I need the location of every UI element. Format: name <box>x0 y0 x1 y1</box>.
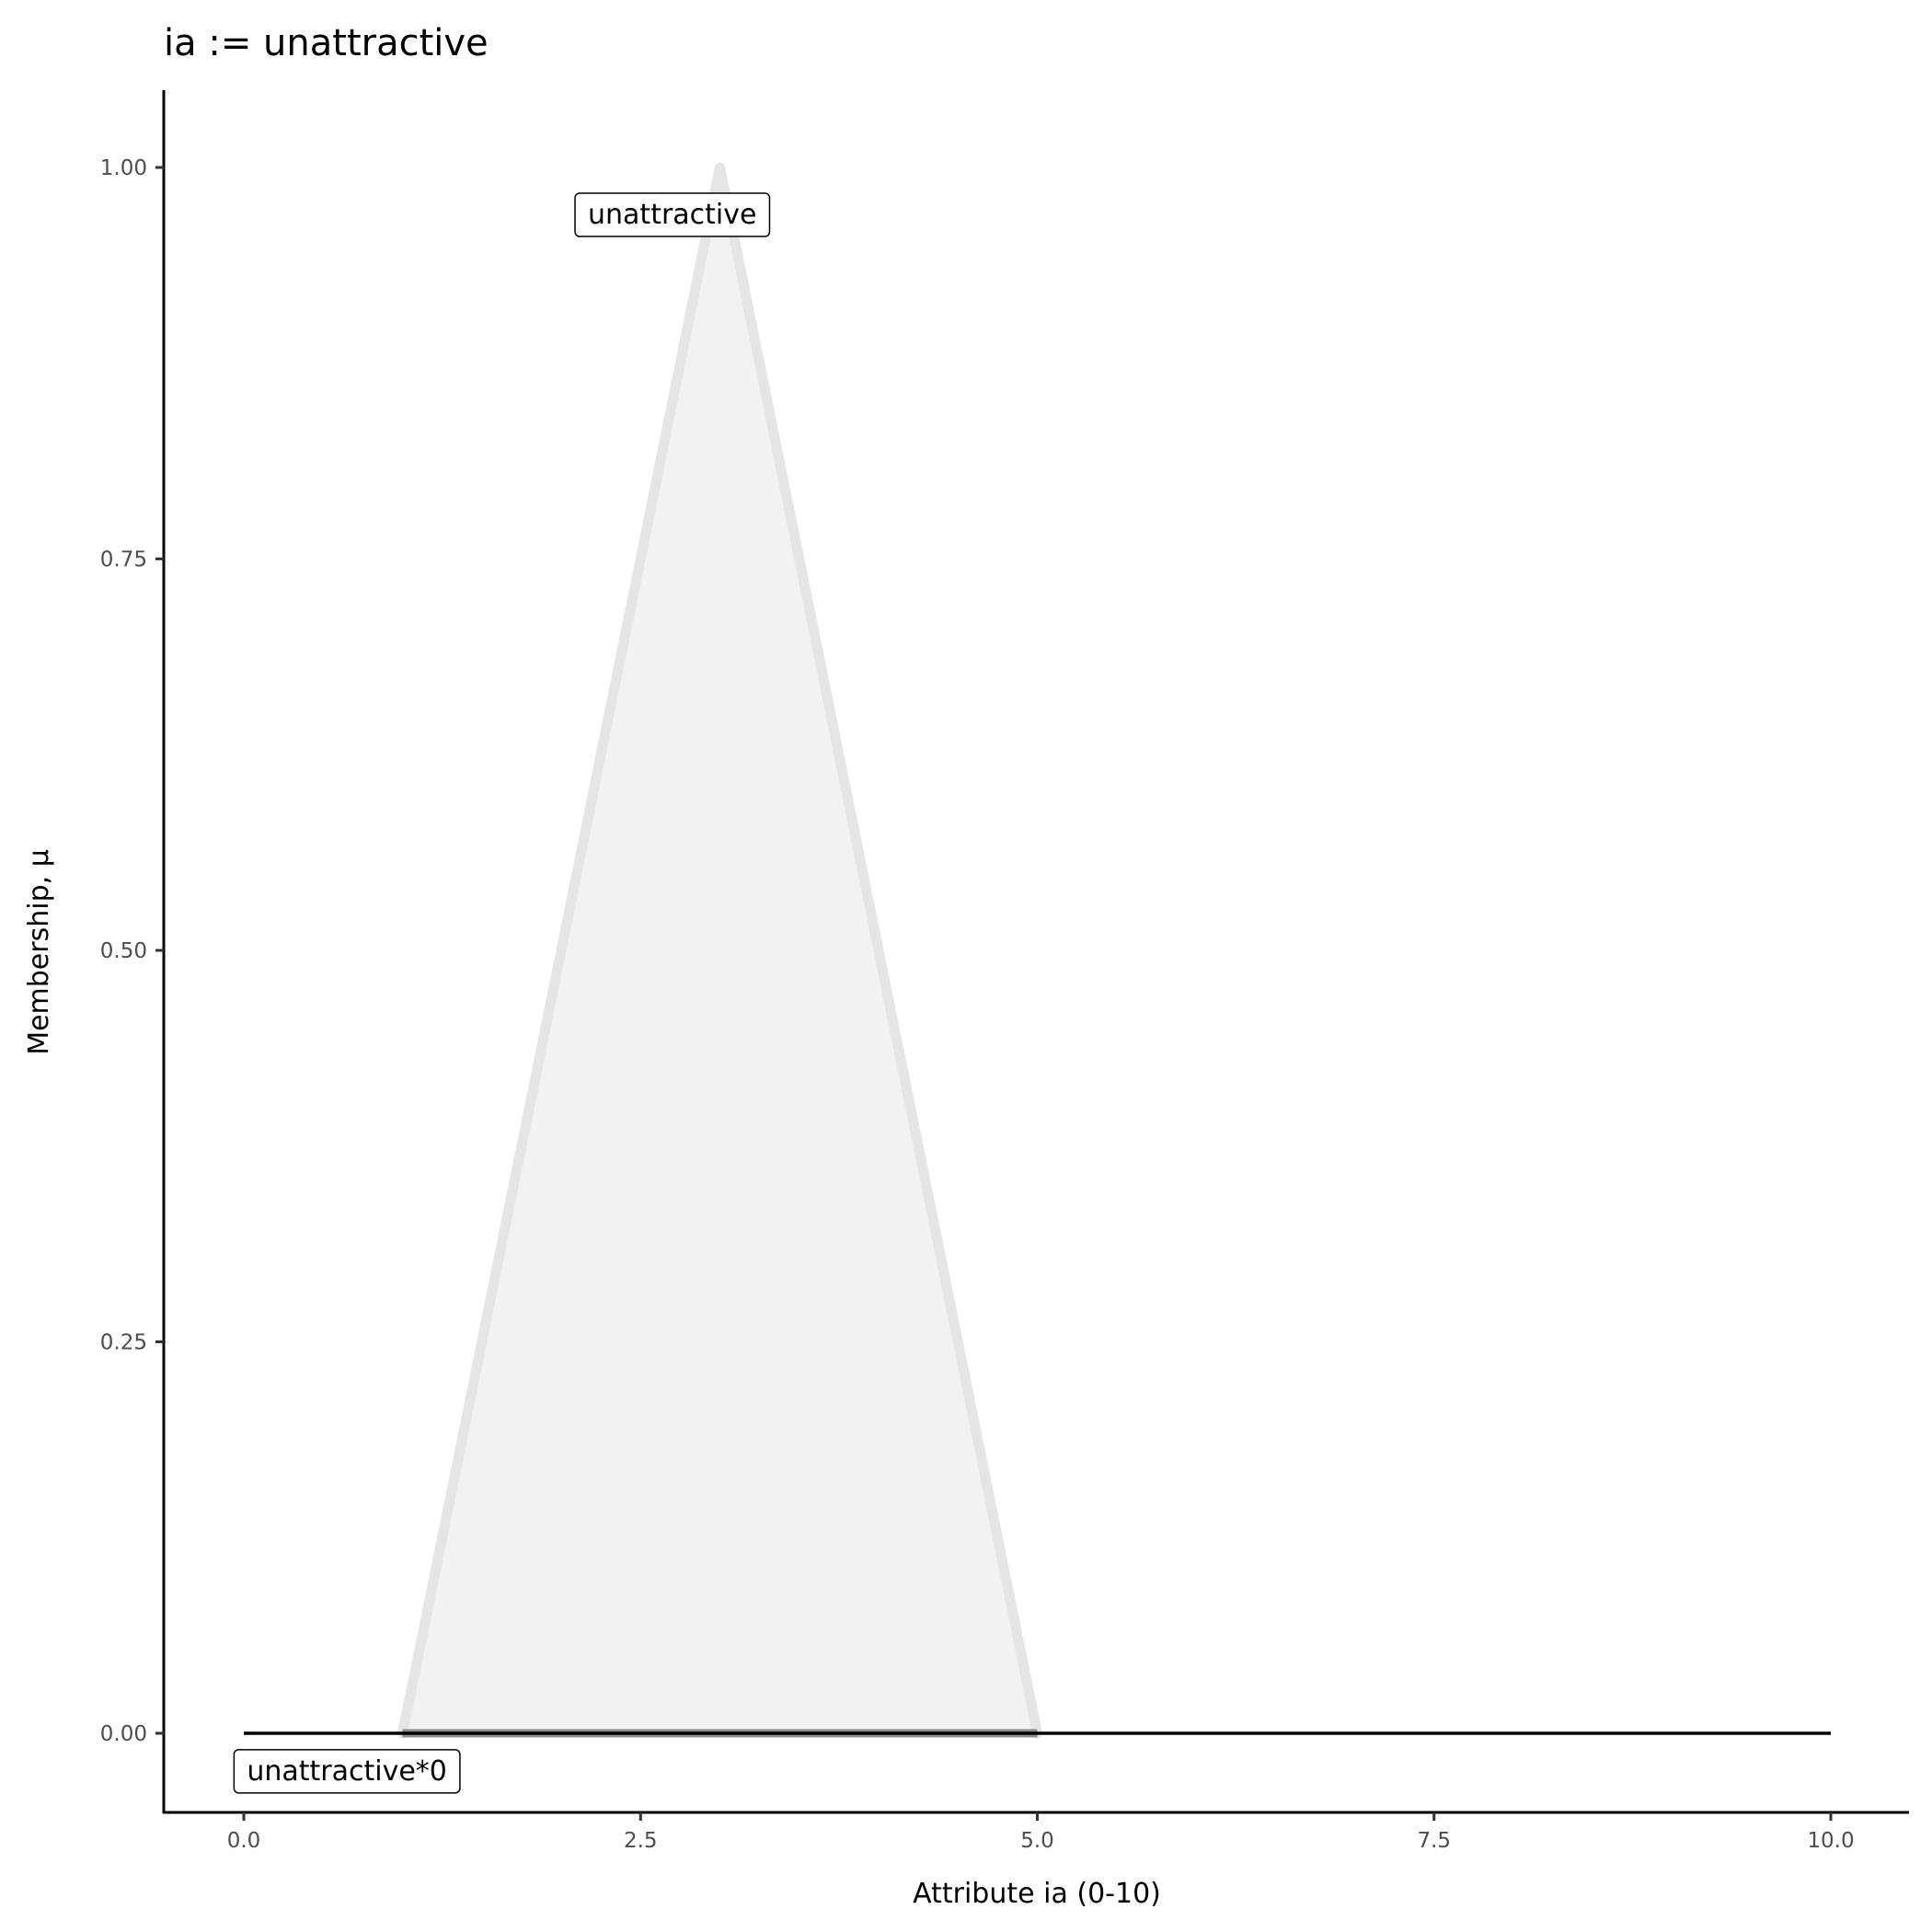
annotation-text: unattractive*0 <box>247 1755 447 1788</box>
annotation-box <box>574 192 771 237</box>
chart-title: ia := unattractive <box>164 22 489 64</box>
annotation-box <box>233 1749 461 1794</box>
y-tick-label: 0.00 <box>100 1722 147 1746</box>
y-tick-label: 0.75 <box>100 548 147 572</box>
y-tick-label: 0.50 <box>100 939 147 963</box>
x-axis-title: Attribute ia (0-10) <box>913 1878 1161 1910</box>
y-axis-title: Membership, μ <box>23 849 55 1055</box>
x-tick-label: 2.5 <box>624 1829 658 1853</box>
x-tick-label: 10.0 <box>1807 1829 1854 1853</box>
unattractive-outline <box>397 162 1042 1739</box>
annotation-label: unattractive*0 <box>233 1749 461 1794</box>
x-tick-label: 5.0 <box>1020 1829 1054 1853</box>
y-tick-label: 0.25 <box>100 1331 147 1355</box>
annotation-text: unattractive <box>588 199 756 231</box>
x-tick-label: 0.0 <box>227 1829 261 1853</box>
unattractive-area <box>402 167 1038 1733</box>
y-tick-label: 1.00 <box>100 156 147 180</box>
x-tick-label: 7.5 <box>1417 1829 1451 1853</box>
annotation-label: unattractive <box>574 192 771 237</box>
